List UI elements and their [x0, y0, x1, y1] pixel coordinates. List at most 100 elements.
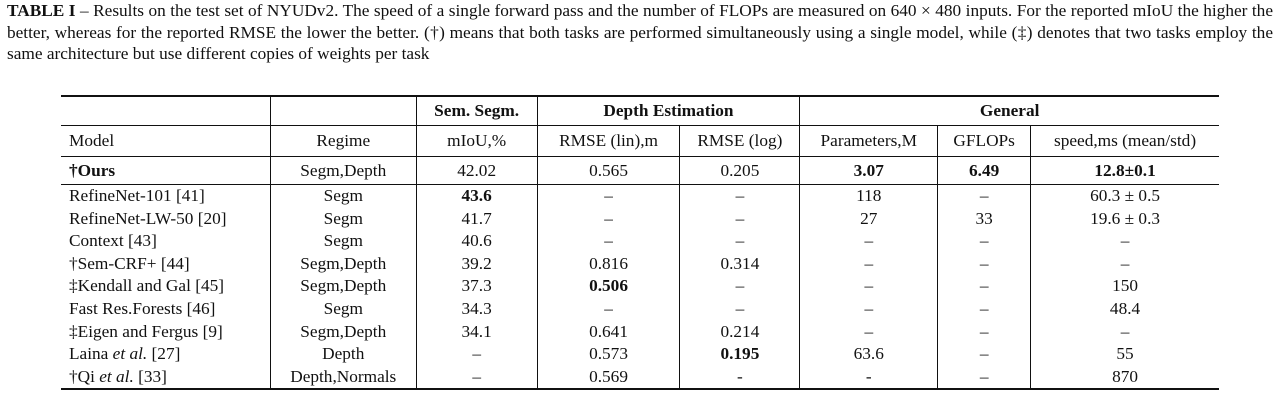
- cell-rmse-lin: 0.565: [537, 156, 681, 185]
- cell-gflops: –: [937, 252, 1032, 276]
- cell-rmse-lin: 0.641: [537, 320, 681, 344]
- cell-rmse-lin: –: [537, 184, 681, 208]
- cell-gflops: –: [937, 230, 1032, 253]
- cell-regime: Segm: [270, 297, 417, 321]
- cell-rmse-lin: 0.573: [537, 343, 681, 366]
- cell-model: Laina et al. [27]: [61, 343, 271, 366]
- cell-rmse-log: –: [679, 275, 801, 298]
- cell-rmse-lin: –: [537, 230, 681, 253]
- cell-gflops: –: [937, 343, 1032, 366]
- cell-rmse-log: –: [679, 230, 801, 253]
- table-row: †Qi et al. [33] Depth,Normals – 0.569 - …: [61, 365, 1219, 391]
- column-header: mIoU,%: [416, 125, 538, 157]
- model-name-italic: et al.: [99, 366, 134, 386]
- cell-gflops: –: [937, 297, 1032, 321]
- cell-gflops: –: [937, 275, 1032, 298]
- table-row: RefineNet-101 [41] Segm 43.6 – – 118 – 6…: [61, 184, 1219, 208]
- cell-model: †Ours: [61, 156, 271, 185]
- cell-miou: 34.3: [416, 297, 538, 321]
- table-row: RefineNet-LW-50 [20] Segm 41.7 – – 27 33…: [61, 207, 1219, 231]
- cell-model: †Qi et al. [33]: [61, 365, 271, 391]
- model-name: Laina: [69, 344, 113, 364]
- cell-speed: 870: [1030, 365, 1219, 391]
- model-name: †Qi: [69, 366, 100, 386]
- caption-title: TABLE I: [7, 1, 76, 20]
- cell-rmse-lin: 0.816: [537, 252, 681, 276]
- cell-gflops: 33: [937, 207, 1032, 231]
- cell-rmse-lin: –: [537, 207, 681, 231]
- cell-miou: 40.6: [416, 230, 538, 253]
- cell-rmse-log: –: [679, 184, 801, 208]
- cell-model: RefineNet-LW-50 [20]: [61, 207, 271, 231]
- cell-regime: Segm: [270, 184, 417, 208]
- cell-rmse-log: 0.195: [679, 343, 801, 366]
- cell-params: 118: [799, 184, 939, 208]
- cell-rmse-lin: 0.569: [537, 365, 681, 391]
- cell-rmse-log: 0.214: [679, 320, 801, 344]
- cell-miou: 41.7: [416, 207, 538, 231]
- cell-miou: 42.02: [416, 156, 538, 185]
- cell-model: Fast Res.Forests [46]: [61, 297, 271, 321]
- cell-rmse-log: –: [679, 297, 801, 321]
- column-header: Parameters,M: [799, 125, 939, 157]
- cell-params: –: [799, 320, 939, 344]
- cell-rmse-log: 0.205: [679, 156, 801, 185]
- cell-gflops: 6.49: [937, 156, 1032, 185]
- column-header: Regime: [270, 125, 417, 157]
- cell-rmse-lin: 0.506: [537, 275, 681, 298]
- cell-rmse-lin: –: [537, 297, 681, 321]
- cell-gflops: –: [937, 365, 1032, 391]
- table-row: ‡Eigen and Fergus [9] Segm,Depth 34.1 0.…: [61, 320, 1219, 344]
- cell-speed: –: [1120, 253, 1130, 273]
- table-row: †Sem-CRF+ [44] Segm,Depth 39.2 0.816 0.3…: [61, 252, 1219, 276]
- cell-miou: –: [416, 365, 538, 391]
- cell-model: ‡Eigen and Fergus [9]: [61, 320, 271, 344]
- cell-rmse-log: -: [679, 365, 801, 391]
- cell-model: ‡Kendall and Gal [45]: [61, 275, 271, 298]
- cell-speed: 60.3 ± 0.5: [1090, 186, 1161, 205]
- group-header-row: Sem. Segm. Depth Estimation General: [61, 95, 1219, 126]
- cell-model: †Sem-CRF+ [44]: [61, 252, 271, 276]
- cell-regime: Segm,Depth: [270, 320, 417, 344]
- table-row: Context [43] Segm 40.6 – – – – –: [61, 230, 1219, 253]
- cell-miou: 43.6: [416, 184, 538, 208]
- cell-gflops: –: [937, 184, 1032, 208]
- model-citation: [27]: [147, 344, 181, 364]
- cell-model: RefineNet-101 [41]: [61, 184, 271, 208]
- cell-params: –: [799, 297, 939, 321]
- model-name-italic: et al.: [112, 344, 148, 364]
- table-caption: TABLE I – Results on the test set of NYU…: [7, 0, 1273, 65]
- cell-model: Context [43]: [61, 230, 271, 253]
- group-header-blank: [61, 95, 271, 126]
- cell-params: -: [799, 365, 939, 391]
- cell-params: –: [799, 230, 939, 253]
- cell-speed: 150: [1112, 276, 1139, 296]
- results-table: Sem. Segm. Depth Estimation General Mode…: [61, 95, 1219, 391]
- column-header: Model: [61, 125, 271, 157]
- cell-regime: Segm,Depth: [270, 252, 417, 276]
- cell-speed: 48.4: [1109, 298, 1141, 318]
- cell-regime: Segm: [270, 230, 417, 253]
- column-header: speed,ms (mean/std): [1030, 125, 1219, 157]
- table-row: Fast Res.Forests [46] Segm 34.3 – – – – …: [61, 297, 1219, 321]
- table-row: ‡Kendall and Gal [45] Segm,Depth 37.3 0.…: [61, 275, 1219, 298]
- group-header-blank: [270, 95, 417, 126]
- results-table-container: Sem. Segm. Depth Estimation General Mode…: [61, 95, 1219, 391]
- cell-miou: 39.2: [416, 252, 538, 276]
- cell-speed: 55: [1116, 344, 1134, 364]
- column-header-row: Model Regime mIoU,% RMSE (lin),m RMSE (l…: [61, 125, 1219, 157]
- cell-params: 27: [799, 207, 939, 231]
- cell-params: 63.6: [799, 343, 939, 366]
- column-header: RMSE (lin),m: [537, 125, 681, 157]
- cell-rmse-log: 0.314: [679, 252, 801, 276]
- cell-speed: 19.6 ± 0.3: [1090, 208, 1161, 228]
- cell-params: –: [799, 275, 939, 298]
- table-row: Laina et al. [27] Depth – 0.573 0.195 63…: [61, 343, 1219, 366]
- cell-speed: –: [1120, 321, 1130, 341]
- group-header-seg: Sem. Segm.: [416, 95, 538, 126]
- cell-speed: –: [1120, 231, 1130, 251]
- cell-regime: Segm,Depth: [270, 156, 417, 185]
- caption-text: – Results on the test set of NYUDv2. The…: [7, 1, 1273, 64]
- table-row-ours: †Ours Segm,Depth 42.02 0.565 0.205 3.07 …: [61, 156, 1219, 185]
- cell-regime: Depth: [270, 343, 417, 366]
